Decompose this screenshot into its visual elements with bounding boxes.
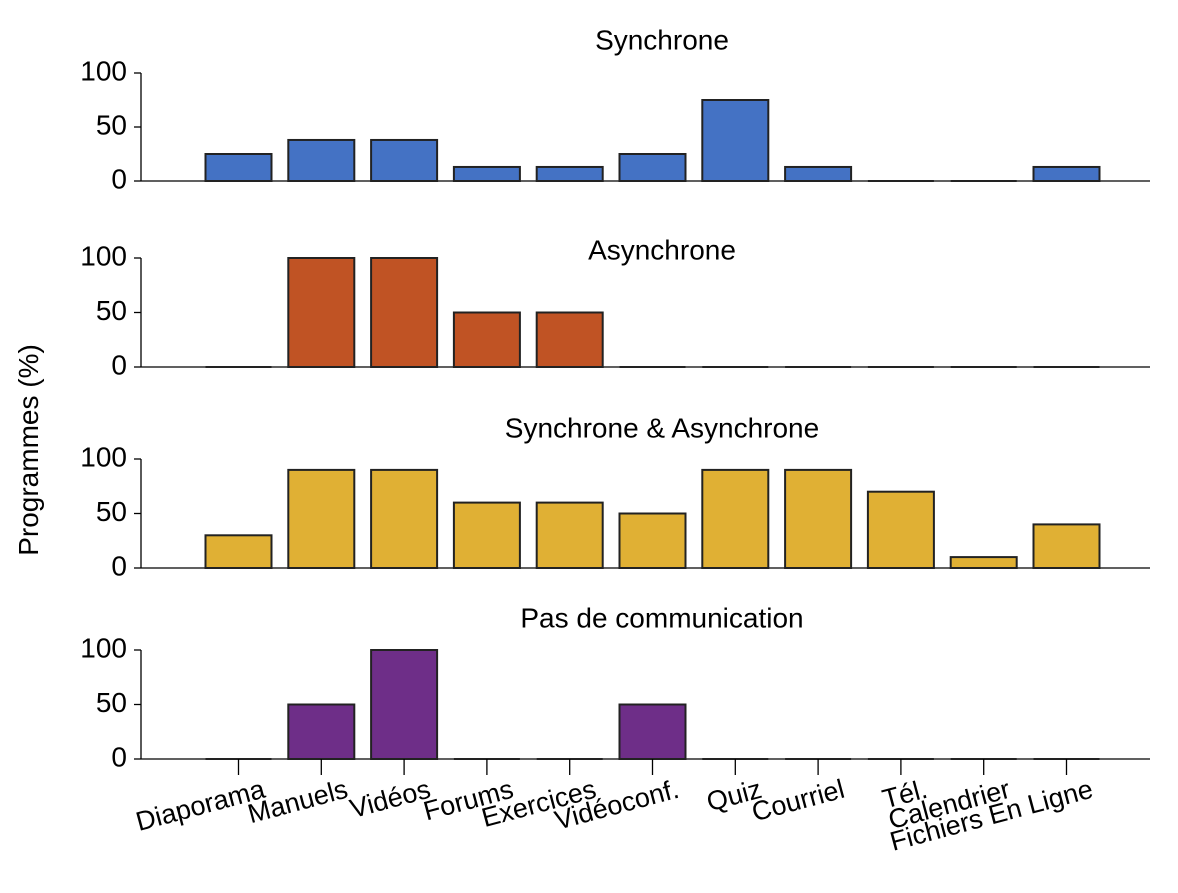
y-tick-label: 100 (80, 441, 127, 472)
bar-Exercices (535, 165, 604, 183)
x-category-labels: DiaporamaManuelsVidéosForumsExercicesVid… (133, 759, 1096, 857)
y-tick-label: 50 (96, 109, 127, 140)
y-tick-label: 100 (80, 55, 127, 86)
bar-Forums (452, 311, 521, 368)
bar-Vidéoconf. (618, 703, 687, 760)
bar-Courriel (784, 165, 853, 183)
bar-Vidéos (370, 257, 439, 368)
panel-2: Synchrone & Asynchrone 0 50 100 (80, 412, 1150, 581)
bar-Manuels (287, 703, 356, 760)
bar-Quiz (701, 468, 770, 569)
bar-Vidéos (370, 138, 439, 183)
bar-Forums (452, 501, 521, 570)
bar-Courriel (784, 468, 853, 569)
bar-Vidéos (370, 468, 439, 569)
y-tick-label: 50 (96, 687, 127, 718)
bar-Vidéoconf. (618, 512, 687, 569)
panel-title: Synchrone & Asynchrone (505, 412, 819, 443)
y-tick-label: 50 (96, 496, 127, 527)
bar-Diaporama (204, 534, 273, 569)
bar-Exercices (535, 501, 604, 570)
bar-Calendrier (949, 556, 1018, 569)
panel-3: Pas de communication 0 50 100 (80, 602, 1150, 772)
bar-Fichiers En Ligne (1032, 165, 1101, 183)
panel-title: Asynchrone (588, 234, 736, 265)
y-tick-label: 0 (111, 550, 127, 581)
panel-1: Asynchrone 0 50 100 (80, 234, 1150, 380)
panels: Synchrone050100Asynchrone050100Synchrone… (80, 24, 1150, 772)
y-tick-label: 0 (111, 349, 127, 380)
bar-Fichiers En Ligne (1032, 523, 1101, 570)
y-tick-label: 50 (96, 295, 127, 326)
bar-Manuels (287, 468, 356, 569)
y-tick-label: 0 (111, 741, 127, 772)
panel-title: Synchrone (595, 24, 729, 55)
bar-Manuels (287, 138, 356, 183)
y-tick-label: 100 (80, 240, 127, 271)
x-category-label: Courriel (749, 774, 848, 827)
bar-Vidéoconf. (618, 153, 687, 182)
bar-Quiz (701, 99, 770, 182)
y-tick-label: 100 (80, 632, 127, 663)
bar-Exercices (535, 311, 604, 368)
y-axis-label: Programmes (%) (13, 344, 44, 556)
bar-Diaporama (204, 153, 273, 182)
panel-0: Synchrone 0 50 100 (80, 24, 1150, 194)
bar-Tél. (866, 490, 935, 570)
bar-Vidéos (370, 649, 439, 760)
bar-Manuels (287, 257, 356, 368)
panel-title: Pas de communication (520, 602, 803, 633)
y-tick-label: 0 (111, 163, 127, 194)
bar-Forums (452, 165, 521, 183)
